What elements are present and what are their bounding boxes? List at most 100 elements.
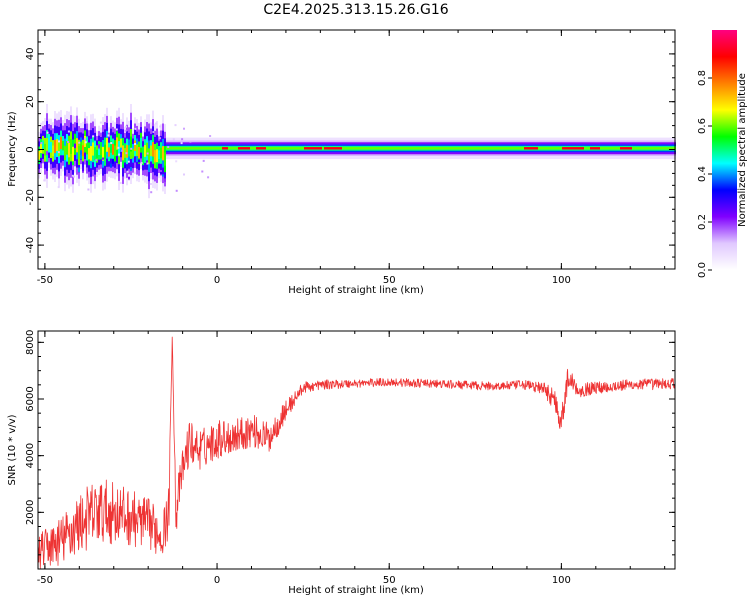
heatmap-cell xyxy=(240,147,242,150)
heatmap-cell xyxy=(452,147,454,150)
heatmap-cell xyxy=(312,147,314,150)
heatmap-cell xyxy=(402,147,404,150)
heatmap-cell xyxy=(130,136,132,152)
heatmap-cell xyxy=(628,147,630,150)
y-tick-label: 4000 xyxy=(25,443,36,468)
heatmap-cell xyxy=(107,134,110,137)
x-tick-label: 100 xyxy=(552,575,571,586)
heatmap-cell xyxy=(140,162,143,164)
heatmap-cell xyxy=(472,147,474,150)
heatmap-cell xyxy=(612,147,614,150)
heatmap-cell xyxy=(536,147,538,150)
heatmap-cell xyxy=(586,147,588,150)
x-tick-label: 50 xyxy=(383,575,396,586)
heatmap-cell xyxy=(460,147,462,150)
heatmap-cell xyxy=(158,137,161,140)
heatmap-cell xyxy=(352,147,354,150)
heatmap-cell xyxy=(216,147,218,150)
colorbar-gradient xyxy=(712,30,737,270)
heatmap-cell xyxy=(626,147,628,150)
heatmap-cell xyxy=(360,147,362,150)
heatmap-cell xyxy=(256,147,258,150)
heatmap-cell xyxy=(318,147,320,150)
heatmap-cell xyxy=(328,147,330,150)
heatmap-cell xyxy=(602,147,604,150)
heatmap-cell xyxy=(322,147,324,150)
heatmap-cell xyxy=(610,147,612,150)
heatmap-cell xyxy=(270,147,272,150)
heatmap-cell xyxy=(132,148,134,158)
heatmap-cell xyxy=(670,147,672,150)
heatmap-cell xyxy=(642,147,644,150)
heatmap-cell xyxy=(616,147,618,150)
heatmap-cell xyxy=(464,147,466,150)
heatmap-cell xyxy=(192,147,194,150)
heatmap-cell xyxy=(496,147,498,150)
heatmap-cell xyxy=(120,138,122,148)
heatmap-cell xyxy=(430,147,432,150)
heatmap-cell xyxy=(188,147,190,150)
heatmap-cell xyxy=(374,147,376,150)
heatmap-cell xyxy=(636,147,638,150)
heatmap-cell xyxy=(386,147,388,150)
heatmap-cell xyxy=(112,144,114,155)
spectrogram-heatmap xyxy=(38,104,676,199)
heatmap-cell xyxy=(294,147,296,150)
heatmap-cell xyxy=(124,129,127,132)
heatmap-cell xyxy=(356,147,358,150)
heatmap-cell xyxy=(172,138,175,141)
heatmap-cell xyxy=(126,170,129,173)
spectrogram-xlabel: Height of straight line (km) xyxy=(288,285,424,296)
heatmap-cell xyxy=(428,147,430,150)
heatmap-cell xyxy=(416,147,418,150)
heatmap-cell xyxy=(86,142,88,155)
heatmap-cell xyxy=(296,147,298,150)
y-tick-label: 8000 xyxy=(25,330,36,355)
heatmap-cell xyxy=(124,148,126,158)
heatmap-cell xyxy=(498,147,500,150)
x-tick-label: -50 xyxy=(37,275,53,286)
heatmap-cell xyxy=(224,147,226,150)
heatmap-cell xyxy=(462,147,464,150)
heatmap-cell xyxy=(106,137,108,152)
heatmap-cell xyxy=(514,147,516,150)
heatmap-cell xyxy=(392,147,394,150)
heatmap-cell xyxy=(42,140,44,150)
heatmap-cell xyxy=(150,145,152,157)
heatmap-cell xyxy=(50,123,53,126)
heatmap-cell xyxy=(434,147,436,150)
heatmap-cell xyxy=(134,127,137,130)
heatmap-cell xyxy=(92,142,94,156)
heatmap-cell xyxy=(160,147,162,159)
heatmap-cell xyxy=(208,147,210,150)
heatmap-cell xyxy=(124,164,126,169)
heatmap-cell xyxy=(186,147,188,150)
heatmap-cell xyxy=(118,153,121,156)
heatmap-cell xyxy=(380,147,382,150)
heatmap-cell xyxy=(468,147,470,150)
heatmap-cell xyxy=(43,179,46,182)
heatmap-cell xyxy=(278,147,280,150)
heatmap-cell xyxy=(592,147,594,150)
heatmap-cell xyxy=(310,147,312,150)
heatmap-cell xyxy=(92,135,95,138)
heatmap-cell xyxy=(478,147,480,150)
heatmap-cell xyxy=(618,147,620,150)
heatmap-cell xyxy=(236,147,238,150)
heatmap-cell xyxy=(554,147,556,150)
heatmap-cell xyxy=(266,147,268,150)
heatmap-cell xyxy=(121,149,124,152)
heatmap-cell xyxy=(162,174,164,177)
heatmap-cell xyxy=(155,122,158,125)
heatmap-cell xyxy=(532,147,534,150)
heatmap-cell xyxy=(516,147,518,150)
snr-ylabel: SNR (10 * v/v) xyxy=(7,414,18,485)
heatmap-cell xyxy=(660,147,662,150)
heatmap-cell xyxy=(72,146,74,162)
heatmap-cell xyxy=(46,131,49,134)
heatmap-cell xyxy=(598,147,600,150)
heatmap-cell xyxy=(314,147,316,150)
heatmap-cell xyxy=(44,143,46,156)
heatmap-cell xyxy=(210,147,212,150)
heatmap-cell xyxy=(189,140,192,143)
